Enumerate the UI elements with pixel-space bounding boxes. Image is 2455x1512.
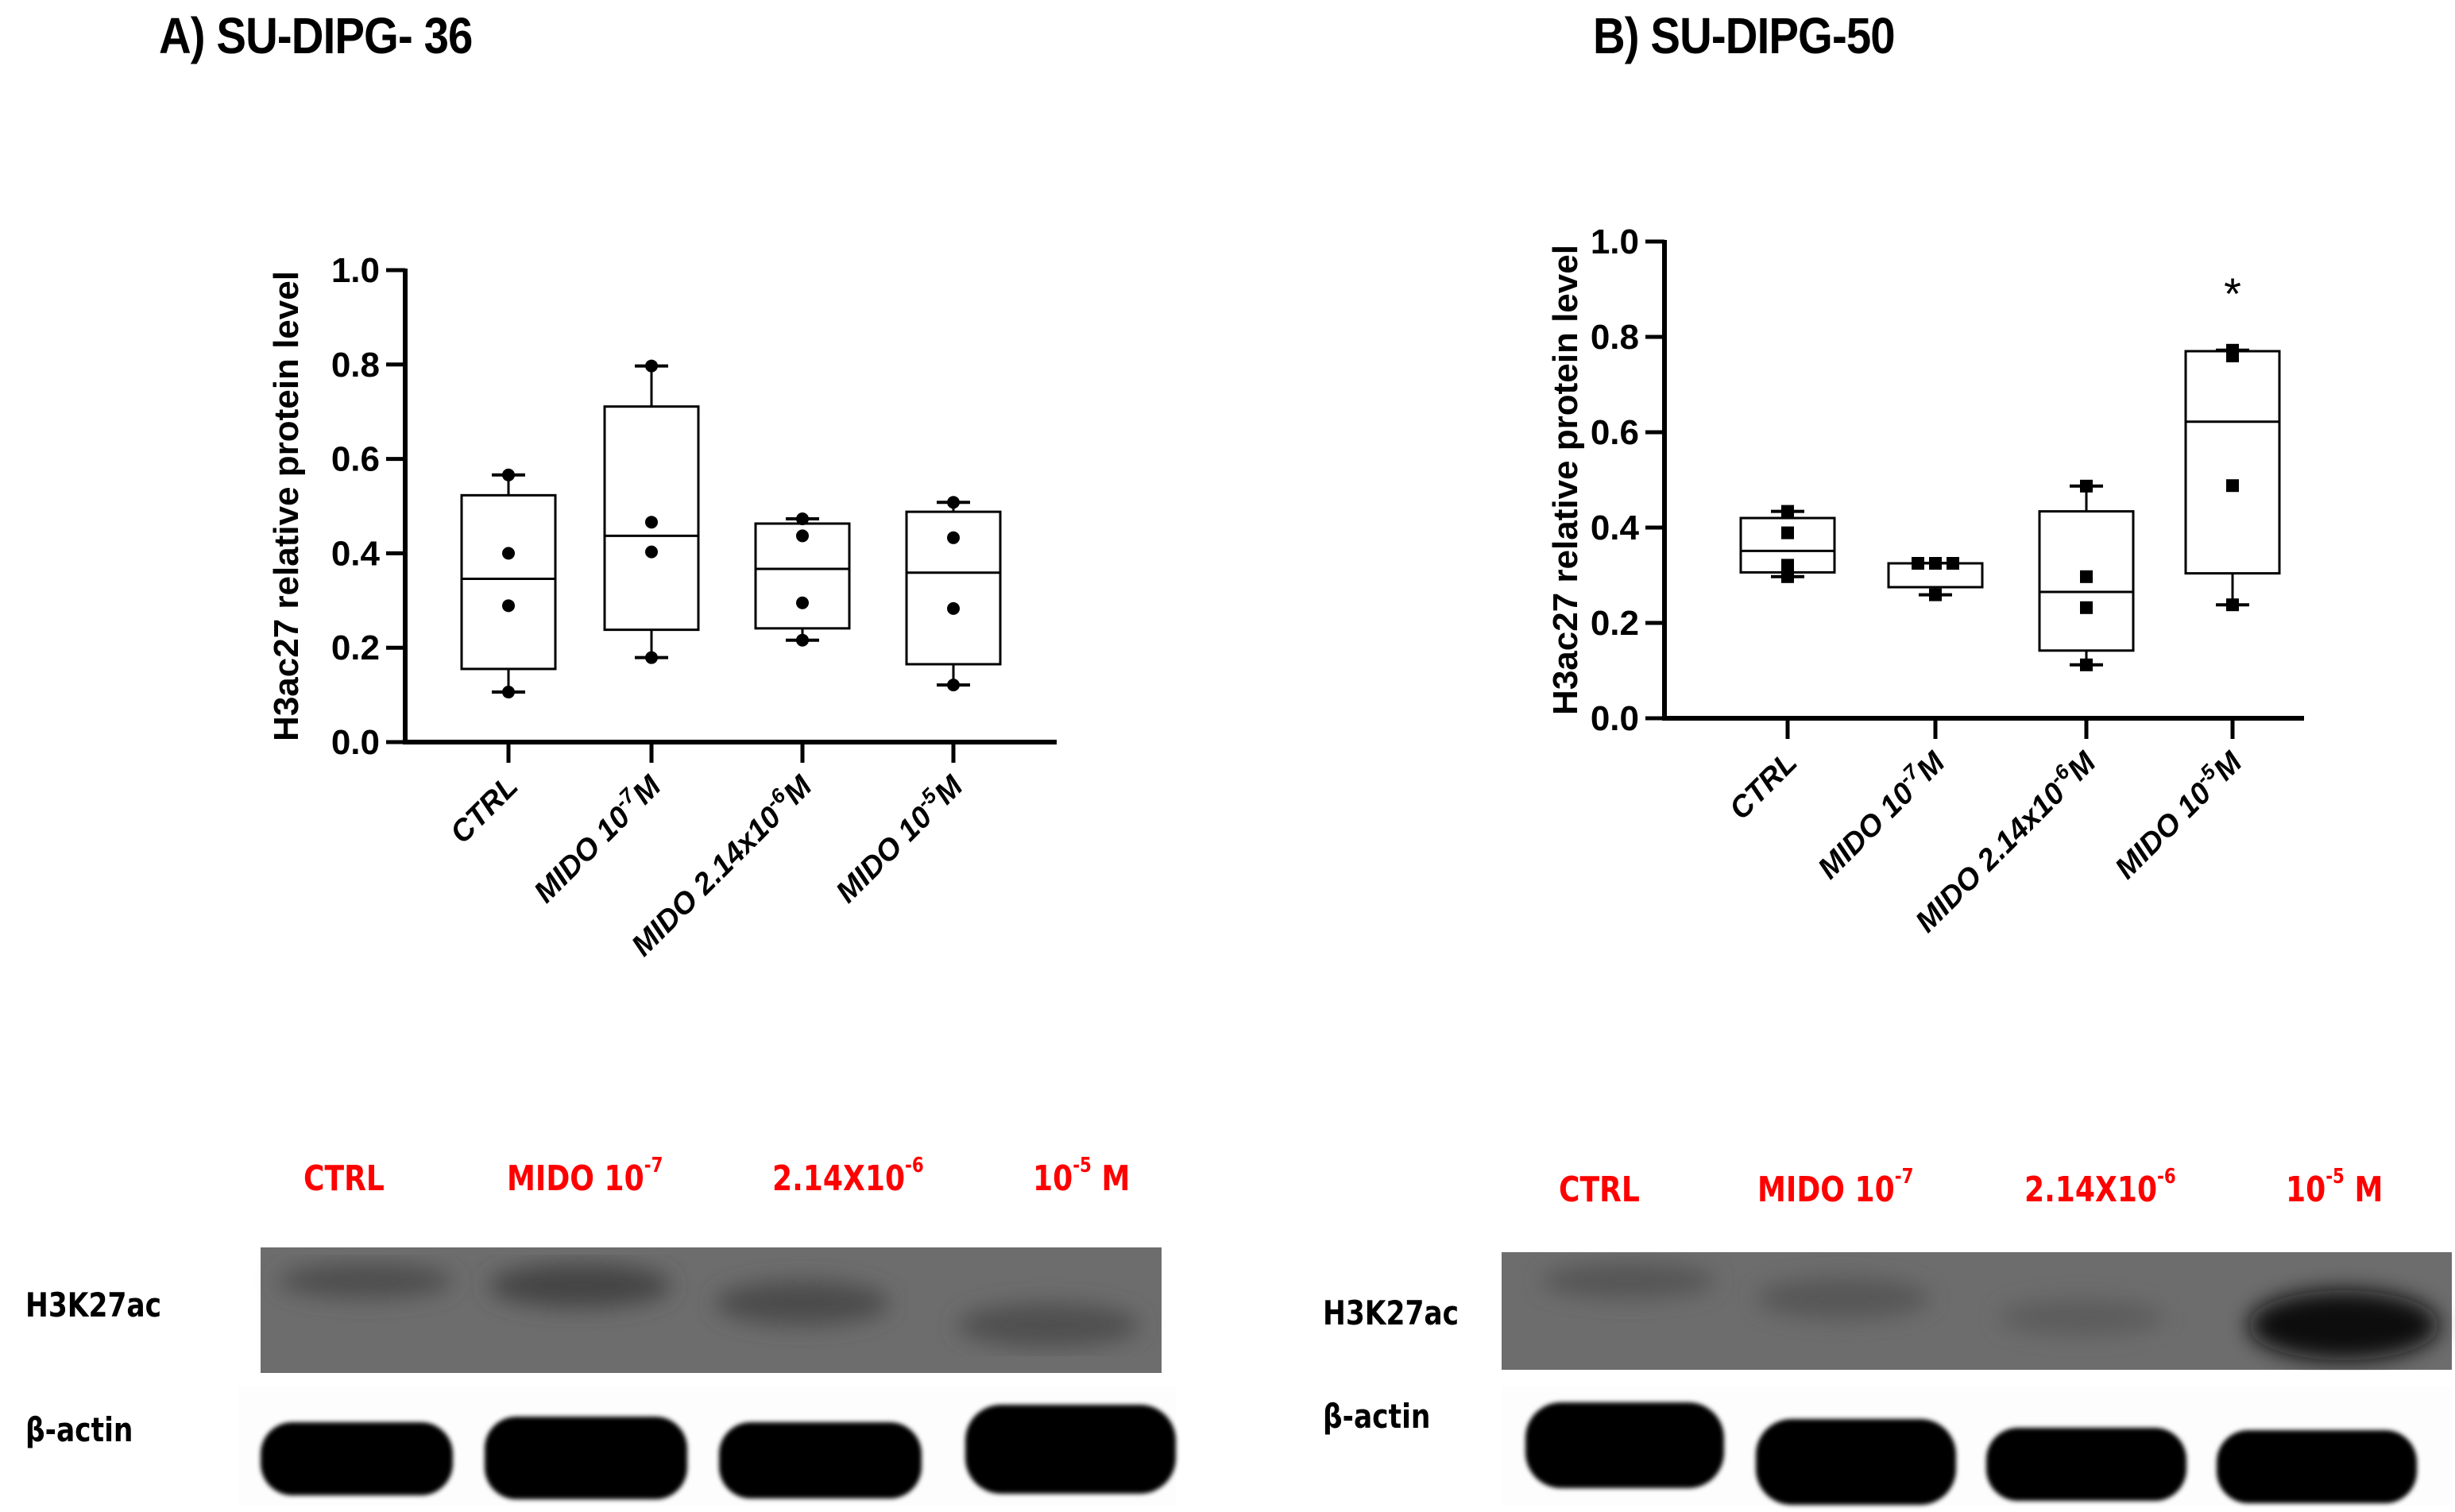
- data-point: [2080, 570, 2093, 583]
- data-point: [502, 599, 515, 613]
- blot-a-h3k27ac-bands: [278, 1263, 1140, 1348]
- blot-a-row-label-actin: β-actin: [25, 1410, 133, 1449]
- blot-a-row-label-h3k27ac: H3K27ac: [25, 1286, 162, 1324]
- data-point: [947, 496, 960, 509]
- data-point: [1912, 557, 1924, 570]
- data-point: [2080, 658, 2093, 671]
- blot-a-actin-bands: [261, 1405, 1176, 1499]
- blot-b-lane-label-1: CTRL: [1559, 1170, 1640, 1210]
- data-point: [1929, 557, 1942, 570]
- data-point: [947, 679, 960, 692]
- box-2: [603, 359, 700, 664]
- data-point: [1781, 526, 1794, 539]
- box-4: [2184, 343, 2281, 612]
- data-point: [796, 512, 809, 526]
- data-point: [2226, 598, 2239, 612]
- data-point: [645, 545, 658, 559]
- blot-b-h3k27ac-bands: [1541, 1263, 2439, 1360]
- data-point: [796, 529, 809, 543]
- y-tick-label: 0.6: [331, 440, 380, 479]
- y-tick-label: 1.0: [331, 251, 380, 290]
- box-3: [2038, 479, 2135, 671]
- data-point: [502, 686, 515, 699]
- data-point: [2080, 601, 2093, 614]
- data-point: [1781, 570, 1794, 583]
- data-point: [947, 601, 960, 615]
- blot-b-lane-label-3: 2.14X10-6: [2024, 1165, 2176, 1210]
- y-tick-label: 1.0: [1591, 222, 1639, 261]
- data-point: [1929, 588, 1942, 601]
- box-4: [905, 496, 1002, 692]
- data-point: [645, 359, 658, 373]
- box-2: [1887, 557, 1984, 601]
- blot-a-lane-label-4: 10-5 M: [1033, 1154, 1131, 1199]
- data-point: [2226, 350, 2239, 362]
- y-tick-label: 0.0: [331, 723, 380, 762]
- data-point: [796, 596, 809, 609]
- data-point: [502, 547, 515, 560]
- box-1: [460, 468, 557, 699]
- blot-a-lane-label-2: MIDO 10-7: [507, 1154, 663, 1199]
- box-1: [1739, 505, 1836, 583]
- y-tick-label: 0.4: [1591, 509, 1640, 547]
- y-tick-label: 0.8: [1591, 318, 1639, 357]
- panel-a-title: A) SU-DIPG- 36: [159, 7, 473, 64]
- y-tick-label: 0.2: [331, 628, 380, 667]
- data-point: [796, 633, 809, 647]
- data-point: [1781, 559, 1794, 572]
- data-point: [2080, 479, 2093, 493]
- box-3: [754, 512, 851, 647]
- data-point: [645, 516, 658, 529]
- blot-b-lane-label-4: 10-5 M: [2286, 1165, 2383, 1210]
- y-tick-label: 0.8: [331, 346, 380, 385]
- blot-b-actin-bands: [1525, 1402, 2417, 1505]
- y-tick-label: 0.6: [1591, 413, 1639, 452]
- blot-b-row-label-h3k27ac: H3K27ac: [1323, 1294, 1459, 1332]
- y-tick-label: 0.4: [331, 534, 381, 573]
- data-point: [947, 531, 960, 544]
- y-axis-label: H3ac27 relative protein level: [267, 271, 306, 741]
- data-point: [502, 468, 515, 481]
- panel-b-title: B) SU-DIPG-50: [1593, 7, 1896, 64]
- data-point: [2226, 479, 2239, 493]
- y-axis-label: H3ac27 relative protein level: [1546, 245, 1585, 715]
- blot-a-lane-label-1: CTRL: [303, 1158, 385, 1199]
- blot-b-lane-label-2: MIDO 10-7: [1757, 1165, 1914, 1210]
- blot-b-row-label-actin: β-actin: [1323, 1397, 1431, 1436]
- significance-asterisk: *: [2224, 269, 2241, 319]
- data-point: [1781, 505, 1794, 518]
- blot-a-lane-label-3: 2.14X10-6: [772, 1154, 924, 1199]
- data-point: [645, 651, 658, 664]
- data-point: [1947, 557, 1959, 570]
- y-tick-label: 0.0: [1591, 699, 1639, 738]
- y-tick-label: 0.2: [1591, 604, 1639, 643]
